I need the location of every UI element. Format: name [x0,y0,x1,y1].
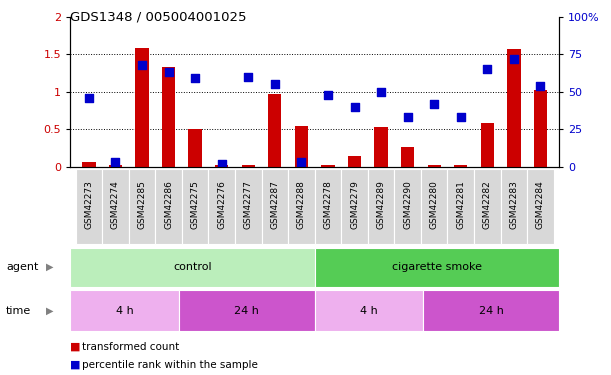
Bar [321,165,335,167]
Bar [109,165,122,167]
Text: transformed count: transformed count [82,342,180,352]
Text: ▶: ▶ [46,262,53,272]
Point [190,75,200,81]
Text: GSM42275: GSM42275 [191,180,200,229]
Bar [421,169,447,244]
Bar [401,147,414,167]
Bar [76,169,102,244]
Text: ■: ■ [70,342,81,352]
Text: GSM42280: GSM42280 [430,180,439,229]
Bar [162,67,175,167]
Point [84,95,93,101]
Bar [527,169,554,244]
Text: time: time [6,306,31,315]
Bar [341,169,368,244]
Bar [268,94,282,167]
Bar [375,127,388,167]
Point [243,74,253,80]
Bar [235,169,262,244]
Bar [241,165,255,167]
Bar [215,165,229,167]
Text: GSM42276: GSM42276 [217,180,226,229]
Point [270,81,280,87]
Bar [315,248,559,287]
Text: 4 h: 4 h [115,306,133,315]
Point [323,92,333,98]
Bar [423,290,559,331]
Point [403,114,412,120]
Point [430,101,439,107]
Text: GSM42279: GSM42279 [350,180,359,229]
Bar [454,165,467,167]
Text: GDS1348 / 005004001025: GDS1348 / 005004001025 [70,10,247,24]
Bar [155,169,182,244]
Bar [507,49,521,167]
Bar [315,290,423,331]
Bar [188,129,202,167]
Text: ■: ■ [70,360,81,369]
Point [217,161,227,167]
Point [509,56,519,62]
Text: GSM42277: GSM42277 [244,180,253,229]
Bar [70,248,315,287]
Point [456,114,466,120]
Bar [474,169,500,244]
Text: GSM42287: GSM42287 [270,180,279,229]
Bar [315,169,341,244]
Bar [208,169,235,244]
Text: GSM42281: GSM42281 [456,180,465,229]
Point [349,104,359,110]
Text: GSM42274: GSM42274 [111,180,120,229]
Text: GSM42273: GSM42273 [84,180,93,229]
Text: GSM42285: GSM42285 [137,180,147,229]
Text: ▶: ▶ [46,306,53,315]
Text: 24 h: 24 h [235,306,259,315]
Bar [481,123,494,167]
Text: GSM42282: GSM42282 [483,180,492,229]
Point [536,83,546,89]
Bar [82,162,95,167]
Text: GSM42278: GSM42278 [323,180,332,229]
Point [376,89,386,95]
Text: GSM42286: GSM42286 [164,180,173,229]
Text: GSM42290: GSM42290 [403,180,412,229]
Point [111,159,120,165]
Bar [428,165,441,167]
Point [296,159,306,165]
Point [137,62,147,68]
Text: percentile rank within the sample: percentile rank within the sample [82,360,258,369]
Bar [129,169,155,244]
Bar [182,169,208,244]
Bar [394,169,421,244]
Text: GSM42283: GSM42283 [510,180,518,229]
Text: agent: agent [6,262,38,272]
Bar [136,48,148,167]
Bar [447,169,474,244]
Bar [500,169,527,244]
Text: GSM42289: GSM42289 [376,180,386,229]
Text: 4 h: 4 h [360,306,378,315]
Bar [368,169,394,244]
Text: cigarette smoke: cigarette smoke [392,262,482,272]
Bar [295,126,308,167]
Bar [262,169,288,244]
Text: control: control [173,262,212,272]
Bar [534,90,547,167]
Text: GSM42284: GSM42284 [536,180,545,229]
Point [164,69,174,75]
Bar [70,290,179,331]
Point [483,66,492,72]
Bar [348,156,361,167]
Bar [288,169,315,244]
Bar [179,290,315,331]
Text: 24 h: 24 h [479,306,503,315]
Text: GSM42288: GSM42288 [297,180,306,229]
Bar [102,169,129,244]
